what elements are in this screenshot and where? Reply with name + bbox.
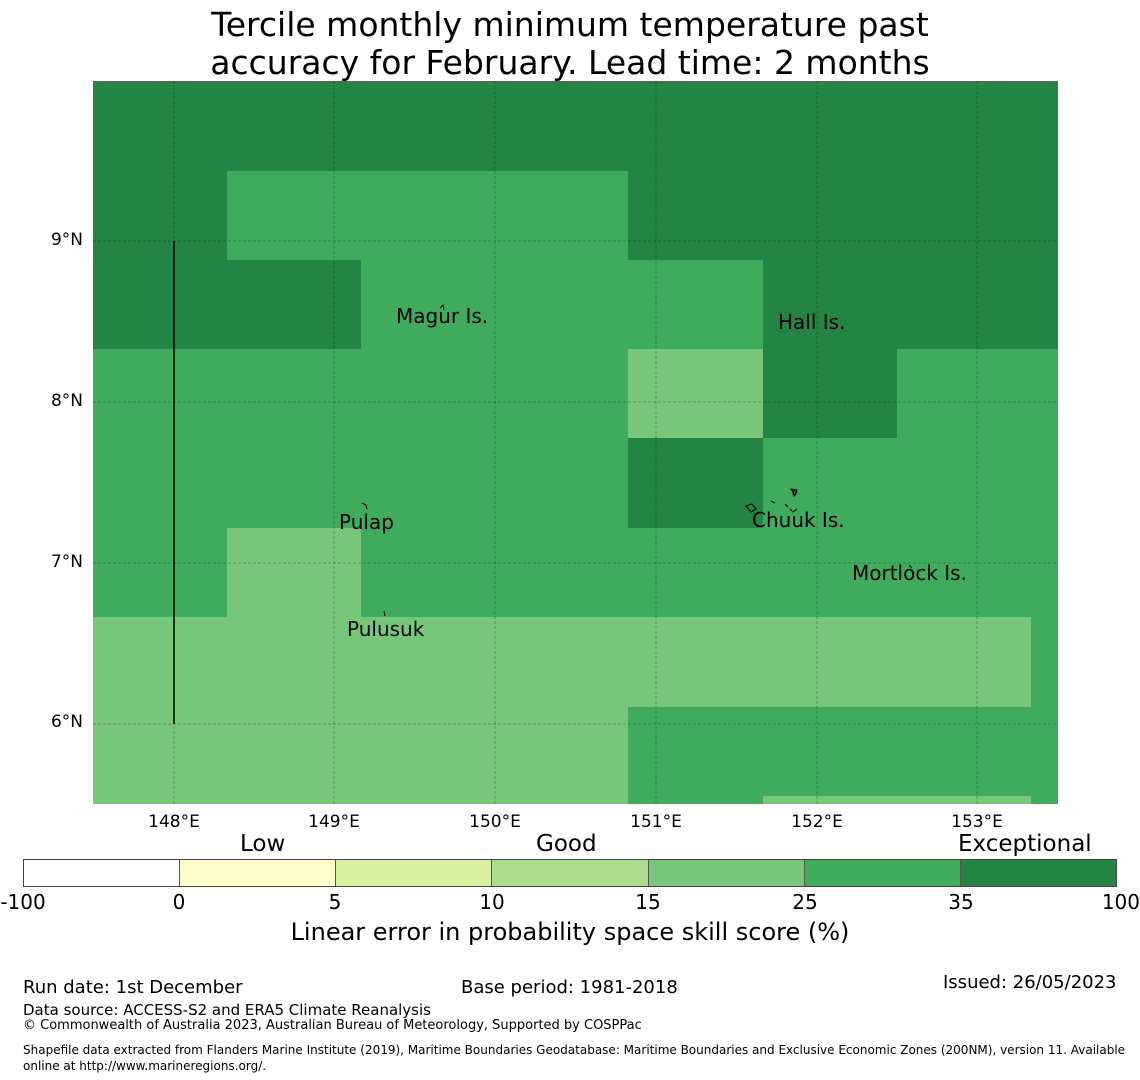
colorbar-tick: 5 [328,890,342,914]
copyright: © Commonwealth of Australia 2023, Austra… [23,1018,642,1033]
legend-category-good: Good [536,831,597,857]
skill-cells [93,81,1058,804]
cell-exceptional-chuuk [628,438,763,528]
place-label-chuuk: Chuuk Is. [752,508,845,532]
cell-verygood-southeast [628,707,1058,804]
lon-label-152e: 152°E [791,812,843,832]
title-line-1: Tercile monthly minimum temperature past [211,5,929,44]
colorbar-tick: -100 [0,890,46,914]
title-line-2: accuracy for February. Lead time: 2 mont… [210,43,930,82]
shapefile-credit: Shapefile data extracted from Flanders M… [23,1043,1126,1073]
cell-exceptional-hall [763,349,897,438]
cell-good-east [628,349,763,438]
colorbar-label: Linear error in probability space skill … [290,918,850,946]
cell-good-southeast-strip [763,796,1031,804]
colorbar-tick: 25 [792,890,818,914]
colorbar-segment [492,860,649,886]
skill-map: Magur Is. Hall Is. Pulap Chuuk Is. Mortl… [93,81,1058,804]
colorbar-tick: 15 [635,890,661,914]
colorbar-segment [648,860,805,886]
lon-label-151e: 151°E [630,812,682,832]
lon-label-150e: 150°E [469,812,521,832]
chart-title: Tercile monthly minimum temperature past… [0,6,1140,82]
colorbar-segment [336,860,493,886]
colorbar-tick: 10 [479,890,505,914]
place-label-pulap: Pulap [339,510,394,534]
lat-label-9n: 9°N [50,230,83,250]
place-labels: Magur Is. Hall Is. Pulap Chuuk Is. Mortl… [339,304,967,641]
colorbar-tick: 0 [172,890,186,914]
issued-date: Issued: 26/05/2023 [943,972,1117,993]
lon-label-153e: 153°E [951,812,1003,832]
data-source: Data source: ACCESS-S2 and ERA5 Climate … [23,1001,431,1019]
cell-good-pulap [227,528,361,617]
lon-label-148e: 148°E [148,812,200,832]
colorbar-segment [24,860,181,886]
place-label-pulusuk: Pulusuk [347,617,425,641]
colorbar-segment [180,860,337,886]
colorbar [23,859,1117,887]
pulusuk-island-shape [383,610,386,617]
lat-label-6n: 6°N [50,712,83,732]
pulap-island-shape [361,502,368,510]
mortlock-island-shape [908,564,913,569]
magur-island-shape [439,303,445,311]
place-label-hall: Hall Is. [778,310,845,334]
lat-label-8n: 8°N [50,391,83,411]
colorbar-segment [804,860,961,886]
lat-label-7n: 7°N [50,552,83,572]
run-date: Run date: 1st December [23,977,243,998]
island-outlines [361,303,913,617]
colorbar-tick: 100 [1101,890,1140,914]
cell-verygood-north [227,171,628,260]
colorbar-segment [960,860,1116,886]
lon-label-149e: 149°E [308,812,360,832]
place-label-magur: Magur Is. [396,304,488,328]
grid-lines [93,81,1058,804]
legend-category-exceptional: Exceptional [958,831,1092,857]
colorbar-tick: 35 [948,890,974,914]
legend-category-low: Low [240,831,286,857]
chuuk-island-shape [745,488,798,513]
base-period: Base period: 1981-2018 [461,977,678,998]
cell-verygood-north2 [361,260,763,349]
place-label-mortlock: Mortlock Is. [852,561,967,585]
